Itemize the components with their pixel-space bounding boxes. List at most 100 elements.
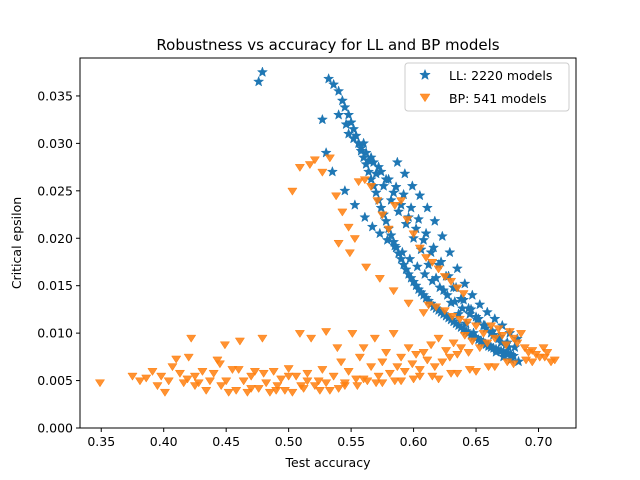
bp-point-165 — [396, 197, 407, 206]
legend-label-ll: LL: 2220 models — [449, 68, 552, 83]
bp-point-150 — [304, 161, 315, 170]
bp-point-163 — [383, 225, 394, 234]
bp-point-154 — [331, 192, 342, 201]
ll-point-158 — [474, 298, 486, 310]
chart-title: Robustness vs accuracy for LL and BP mod… — [156, 36, 499, 54]
ll-point-25 — [385, 229, 397, 241]
ll-point-167 — [380, 173, 392, 185]
legend-marker-bp — [419, 93, 431, 103]
bp-point-41 — [287, 388, 298, 397]
bp-point-67 — [384, 369, 395, 378]
ll-point-16 — [362, 165, 375, 177]
y-tick-label-0: 0.000 — [37, 421, 73, 436]
ll-point-86 — [427, 241, 440, 253]
x-tick-label-1: 0.40 — [150, 434, 178, 449]
bp-point-160 — [366, 183, 377, 191]
bp-point-172 — [439, 273, 450, 282]
bp-point-39 — [279, 387, 290, 395]
bp-point-11 — [174, 369, 186, 378]
bp-point-96 — [493, 325, 504, 334]
bp-point-65 — [377, 358, 388, 367]
bp-point-179 — [374, 275, 385, 283]
bp-point-125 — [452, 369, 463, 378]
ll-point-157 — [466, 289, 478, 300]
series-bp — [94, 154, 560, 397]
bp-point-17 — [197, 368, 208, 376]
ll-point-10 — [347, 123, 360, 134]
bp-point-157 — [349, 235, 360, 244]
bp-point-79 — [429, 363, 440, 372]
ll-point-173 — [425, 246, 437, 258]
ll-point-153 — [436, 230, 448, 242]
ll-point-147 — [391, 156, 403, 168]
bp-point-59 — [354, 353, 365, 362]
bp-point-19 — [204, 377, 215, 386]
bp-point-70 — [396, 353, 407, 362]
x-tick-label-7: 0.70 — [525, 434, 553, 449]
x-tick-label-4: 0.55 — [337, 434, 365, 449]
ll-point-149 — [406, 180, 418, 191]
legend-triangle-icon — [419, 93, 431, 103]
bp-point-74 — [411, 350, 422, 359]
x-tick-label-3: 0.50 — [275, 434, 303, 449]
bp-point-155 — [337, 208, 348, 217]
ll-point-124 — [339, 184, 351, 196]
bp-point-1 — [127, 372, 138, 381]
ll-point-160 — [489, 312, 501, 324]
bp-point-10 — [171, 355, 182, 364]
bp-point-37 — [272, 382, 283, 391]
bp-point-60 — [358, 344, 369, 353]
bp-point-9 — [167, 363, 178, 372]
bp-point-137 — [352, 382, 363, 391]
bp-point-66 — [381, 349, 392, 357]
bp-point-8 — [163, 377, 174, 386]
bp-point-87 — [459, 332, 470, 340]
bp-point-25 — [227, 366, 238, 375]
y-tick-label-2: 0.010 — [37, 326, 73, 341]
ll-point-102 — [370, 167, 382, 179]
bp-point-139 — [389, 377, 400, 386]
ll-point-7 — [339, 101, 351, 113]
bp-point-100 — [508, 334, 519, 343]
bp-point-111 — [549, 356, 560, 365]
bp-point-112 — [183, 353, 194, 362]
ll-point-177 — [455, 293, 467, 304]
bp-point-85 — [452, 350, 463, 359]
bp-point-135 — [314, 387, 325, 395]
ll-point-103 — [377, 180, 390, 191]
ll-point-99 — [347, 132, 360, 144]
ll-point-23 — [380, 215, 392, 226]
bp-point-91 — [474, 344, 485, 353]
ll-point-116 — [475, 334, 487, 346]
bp-point-171 — [433, 265, 444, 274]
bp-point-82 — [441, 347, 452, 356]
bp-point-183 — [423, 301, 434, 310]
y-tick-label-5: 0.025 — [37, 183, 73, 198]
bp-point-182 — [418, 309, 429, 318]
bp-point-117 — [302, 377, 313, 386]
bp-point-178 — [361, 263, 372, 272]
bp-point-75 — [414, 366, 425, 375]
bp-point-86 — [455, 344, 467, 353]
ll-point-0 — [253, 75, 265, 87]
ll-point-3 — [323, 72, 335, 84]
bp-point-151 — [309, 156, 320, 165]
bp-point-187 — [454, 315, 465, 324]
bp-point-108 — [538, 344, 549, 353]
ll-point-166 — [372, 161, 385, 172]
ll-point-164 — [357, 137, 370, 149]
ll-point-105 — [392, 205, 405, 217]
bp-point-121 — [377, 379, 388, 388]
ll-point-131 — [396, 246, 408, 258]
bp-point-84 — [448, 339, 459, 348]
bp-point-45 — [302, 369, 313, 378]
ll-point-127 — [366, 220, 378, 232]
bp-point-64 — [373, 372, 384, 381]
bp-point-69 — [392, 363, 403, 372]
axes-frame — [79, 57, 577, 429]
bp-point-184 — [431, 303, 442, 312]
ll-point-172 — [417, 234, 430, 245]
ll-point-150 — [414, 189, 426, 201]
bp-point-181 — [403, 299, 414, 308]
bp-point-180 — [388, 287, 399, 296]
